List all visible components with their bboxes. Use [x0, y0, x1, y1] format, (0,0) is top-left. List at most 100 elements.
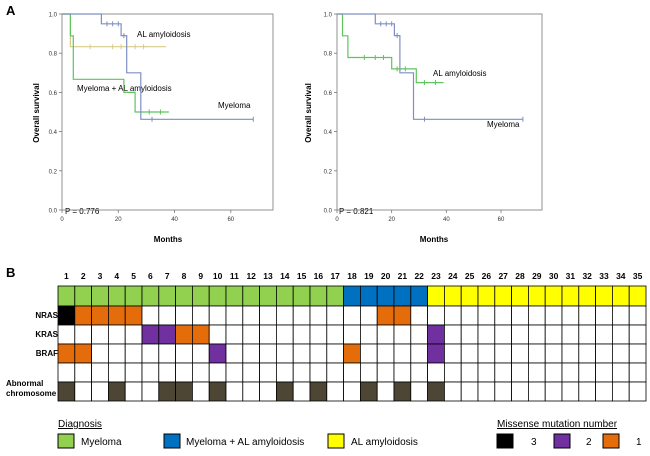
km2-ytick-label: 0.0 [324, 209, 333, 215]
column-number: 4 [114, 271, 119, 281]
mutation-cell [359, 381, 378, 402]
mutation-cell [175, 362, 193, 383]
diagnosis-legend: Diagnosis Myeloma Myeloma + AL amyloidos… [57, 419, 418, 449]
mutation-cell [410, 305, 428, 326]
legend-swatch-mut2 [553, 433, 571, 449]
mutation-cell [477, 343, 496, 364]
column-number: 8 [182, 271, 187, 281]
row-label-braf: BRAF [36, 349, 58, 358]
km1-pvalue: P = 0.776 [65, 207, 100, 216]
column-number: 30 [549, 271, 559, 281]
column-number: 11 [230, 271, 239, 281]
mutation-cell [275, 343, 294, 364]
diagnosis-cell [612, 285, 630, 307]
mutation-cell [595, 305, 613, 326]
mutation-cell [511, 381, 529, 402]
mutation-cell [124, 343, 143, 364]
mutation-cell [578, 324, 596, 345]
km1-ytick-label: 1.0 [49, 13, 58, 19]
diagnosis-cell [511, 285, 529, 307]
legend-label-myeloma-al: Myeloma + AL amyloidosis [186, 437, 304, 448]
mutation-cell [175, 381, 193, 402]
mutation-cell [359, 305, 378, 326]
mutation-cell [628, 381, 647, 402]
diagnosis-cell [141, 285, 160, 307]
mutation-cell [628, 343, 647, 364]
diagnosis-cell [191, 285, 210, 307]
km2-pvalue: P = 0.821 [339, 207, 374, 216]
mutation-cell [528, 305, 546, 326]
diagnosis-cell [225, 285, 244, 307]
mutation-cell [561, 324, 580, 345]
mutation-cell [443, 381, 462, 402]
legend-label-myeloma: Myeloma [81, 437, 122, 448]
diagnosis-cell [628, 285, 647, 307]
mutation-legend-title: Missense mutation number [497, 419, 618, 430]
diagnosis-cell [343, 285, 361, 307]
column-number: 33 [599, 271, 609, 281]
mutation-cell [275, 362, 294, 383]
mutation-cell [443, 305, 462, 326]
diagnosis-cell [175, 285, 193, 307]
mutation-cell [225, 343, 244, 364]
diagnosis-cell [292, 285, 311, 307]
mutation-cell [158, 305, 177, 326]
mutation-cell [309, 343, 328, 364]
column-number: 35 [633, 271, 643, 281]
mutation-cell [628, 324, 647, 345]
km1-xtick-label: 20 [115, 217, 122, 223]
column-number: 2 [81, 271, 86, 281]
mutation-cell [528, 324, 546, 345]
panel-label-a: A [6, 3, 16, 18]
mutation-cell [191, 381, 210, 402]
mutation-cell [208, 381, 227, 402]
mutation-cell [158, 324, 177, 345]
mutation-cell [309, 381, 328, 402]
mutation-cell [74, 324, 93, 345]
mutation-cell [191, 343, 210, 364]
column-number: 13 [263, 271, 273, 281]
mutation-cell [74, 305, 93, 326]
diagnosis-cell [578, 285, 596, 307]
legend-label-mut3: 3 [531, 437, 537, 448]
mutation-cell [477, 362, 496, 383]
diagnosis-cell [544, 285, 563, 307]
mutation-cell [292, 381, 311, 402]
mutation-cell [544, 324, 563, 345]
legend-swatch-myeloma [57, 433, 75, 449]
column-number: 16 [314, 271, 324, 281]
mutation-cell [612, 343, 630, 364]
mutation-cell [494, 305, 512, 326]
mutation-cell [242, 324, 261, 345]
column-number: 1 [64, 271, 69, 281]
mutation-cell [460, 343, 479, 364]
mutation-cell [208, 362, 227, 383]
mutation-cell [91, 324, 109, 345]
mutation-cell [175, 324, 193, 345]
mutation-cell [208, 324, 227, 345]
mutation-cell [326, 343, 344, 364]
km1-ytick-label: 0.8 [49, 52, 58, 58]
mutation-cell [477, 381, 496, 402]
km2-ylabel: Overall survival [304, 83, 313, 143]
mutation-cell [108, 305, 126, 326]
mutation-cell [309, 305, 328, 326]
mutation-cell [477, 324, 496, 345]
km1-annot-myeloma: Myeloma [218, 101, 251, 110]
diagnosis-cell [309, 285, 328, 307]
km2-xtick-label: 0 [335, 217, 339, 223]
column-number: 12 [246, 271, 256, 281]
km1-xlabel: Months [154, 235, 183, 244]
mutation-cell [158, 362, 177, 383]
km2-xtick-label: 60 [498, 217, 505, 223]
diagnosis-cell [91, 285, 109, 307]
mutation-cell [343, 362, 361, 383]
mutation-cell [191, 324, 210, 345]
mutation-cell [326, 324, 344, 345]
mutation-cell [359, 362, 378, 383]
column-number: 29 [532, 271, 542, 281]
mutation-cell [427, 324, 445, 345]
mutation-cell [477, 305, 496, 326]
mutation-cell [275, 381, 294, 402]
diagnosis-cell [410, 285, 428, 307]
